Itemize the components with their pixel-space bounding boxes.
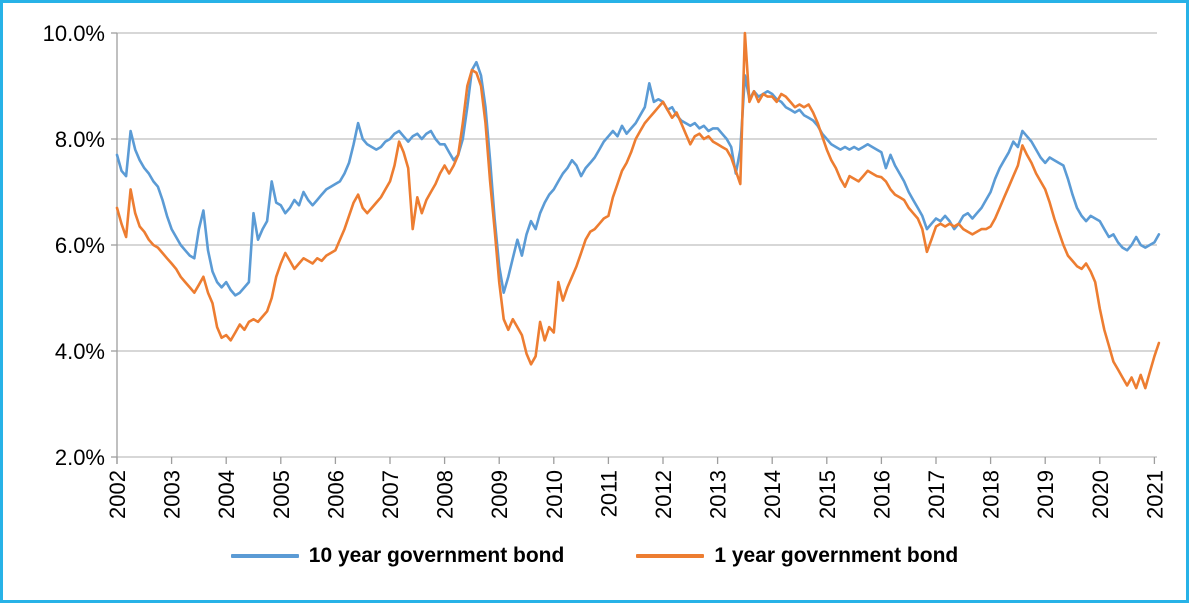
- x-axis-label: 2016: [869, 470, 894, 519]
- x-axis-label: 2009: [487, 470, 512, 519]
- series-line-10-year-bond: [115, 60, 1161, 297]
- chart-legend: 10 year government bond 1 year governmen…: [3, 544, 1186, 568]
- x-axis-label: 2004: [214, 470, 239, 519]
- x-axis-label: 2014: [760, 470, 785, 519]
- legend-label-1-year-bond: 1 year government bond: [714, 544, 959, 567]
- series-line-1-year-bond: [115, 31, 1161, 390]
- x-axis-label: 2013: [706, 470, 731, 519]
- y-axis-label: 6.0%: [55, 233, 105, 258]
- x-axis-label: 2002: [105, 470, 130, 519]
- x-axis-label: 2007: [378, 470, 403, 519]
- x-axis-label: 2008: [433, 470, 458, 519]
- y-axis-label: 8.0%: [55, 127, 105, 152]
- x-axis-label: 2005: [269, 470, 294, 519]
- x-axis-label: 2019: [1033, 470, 1058, 519]
- y-axis-label: 2.0%: [55, 445, 105, 470]
- y-axis-label: 10.0%: [43, 21, 105, 46]
- x-axis-label: 2021: [1142, 470, 1167, 519]
- legend-line-10-year-icon: [230, 554, 299, 558]
- legend-item-1-year-bond: 1 year government bond: [636, 544, 958, 568]
- x-axis-label: 2015: [815, 470, 840, 519]
- x-axis-label: 2017: [924, 470, 949, 519]
- x-axis-label: 2003: [160, 470, 185, 519]
- chart-canvas: 10.0% 8.0% 6.0% 4.0% 2.0%2002 2003 2004 2005 200…: [43, 21, 1168, 519]
- x-axis-label: 2018: [979, 470, 1004, 519]
- x-axis-label: 2006: [323, 470, 348, 519]
- legend-item-10-year-bond: 10 year government bond: [230, 544, 565, 568]
- legend-label-10-year-bond: 10 year government bond: [308, 544, 565, 567]
- x-axis-label: 2020: [1088, 470, 1113, 519]
- y-axis-label: 4.0%: [55, 339, 105, 364]
- x-axis-label: 2012: [651, 470, 676, 519]
- legend-line-1-year-icon: [636, 554, 705, 558]
- x-axis-label: 2011: [596, 470, 621, 517]
- x-axis-label: 2010: [542, 470, 567, 519]
